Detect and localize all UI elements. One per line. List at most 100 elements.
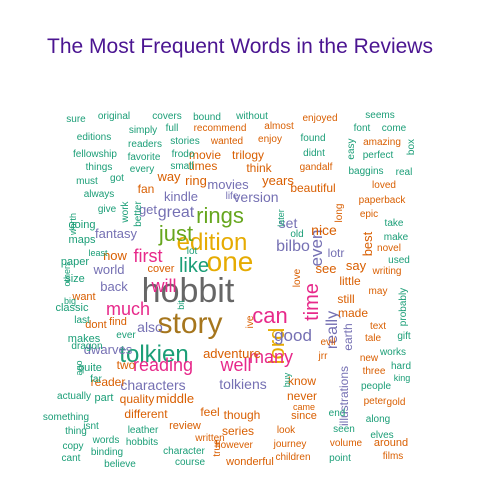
word-hobbits: hobbits [126, 437, 158, 448]
word-point: point [329, 453, 351, 464]
word-tolkiens: tolkiens [219, 376, 266, 392]
word-worth: worth [68, 213, 78, 236]
word-world: world [92, 262, 124, 277]
word-epic: epic [360, 209, 378, 220]
word-amazing: amazing [363, 137, 401, 148]
word-real: real [396, 167, 413, 178]
word-bilbo: bilbo [276, 238, 310, 255]
word-people: people [361, 381, 391, 392]
word-edition: edition [177, 229, 248, 256]
word-others: others [62, 261, 72, 287]
word-editions: editions [77, 132, 111, 143]
word-adventure: adventure [203, 346, 261, 361]
word-simply: simply [129, 125, 157, 136]
word-find: find [109, 316, 127, 328]
word-dwarves: dwarves [84, 342, 133, 357]
word-buy: buy [282, 372, 292, 387]
word-great: great [158, 204, 195, 221]
word-text: text [370, 321, 386, 332]
word-seen: seen [333, 424, 355, 435]
word-isnt: isnt [83, 421, 99, 432]
word-give: give [98, 204, 117, 215]
chart-title: The Most Frequent Words in the Reviews [47, 35, 433, 58]
word-fan: fan [138, 182, 155, 196]
word-along: along [366, 414, 390, 425]
word-many: many [249, 347, 293, 367]
word-way: way [156, 169, 181, 184]
word-stories: stories [170, 136, 199, 147]
word-fellowship: fellowship [73, 149, 117, 160]
word-much: much [106, 299, 150, 319]
word-going: going [69, 219, 96, 231]
word-novel: novel [377, 243, 401, 254]
word-movies: movies [207, 177, 249, 192]
word-classic: classic [55, 302, 89, 314]
word-quite: quite [78, 362, 102, 374]
word-didnt: didnt [303, 148, 325, 159]
word-tolkien: tolkien [119, 341, 188, 368]
word-probably: probably [398, 288, 409, 326]
word-work: work [120, 200, 131, 223]
word-never: never [287, 389, 317, 403]
word-know: know [288, 374, 316, 388]
word-middle: middle [156, 391, 194, 406]
word-later: later [276, 209, 286, 227]
word-gandalf: gandalf [300, 162, 333, 173]
word-say: say [346, 258, 367, 273]
word-small: small [170, 161, 193, 172]
word-come: come [382, 123, 407, 134]
word-back: back [100, 279, 128, 294]
word-far: far [90, 374, 102, 385]
word-elves: elves [370, 430, 393, 441]
word-quality: quality [120, 392, 155, 406]
word-series: series [222, 424, 254, 438]
word-always: always [84, 189, 115, 200]
word-children: children [275, 452, 310, 463]
word-beautiful: beautiful [290, 181, 335, 195]
word-true: true [212, 439, 223, 457]
word-rings: rings [196, 203, 244, 228]
word-first: first [134, 246, 163, 266]
word-actually: actually [57, 391, 91, 402]
word-little: little [339, 274, 361, 288]
word-covers: covers [152, 111, 181, 122]
word-still: still [337, 292, 354, 306]
word-review: review [169, 420, 201, 432]
word-works: works [379, 347, 406, 358]
word-feel: feel [200, 405, 219, 419]
word-recommend: recommend [194, 123, 247, 134]
word-kindle: kindle [164, 189, 198, 204]
word-end: end [329, 408, 346, 419]
word-now: now [103, 248, 127, 263]
word-king: king [394, 373, 411, 383]
word-three: three [363, 366, 386, 377]
word-trilogy: trilogy [232, 148, 264, 162]
word-ive: ive [245, 315, 256, 328]
word-part: part [95, 392, 114, 404]
word-may: may [369, 286, 388, 297]
word-well: well [219, 355, 251, 375]
word-better: better [133, 201, 144, 227]
word-films: films [383, 451, 404, 462]
word-life: life [226, 191, 239, 202]
word-look: look [277, 425, 296, 436]
word-makes: makes [68, 333, 101, 345]
word-cant: cant [62, 453, 81, 464]
word-journey: journey [273, 439, 307, 450]
word-something: something [43, 412, 89, 423]
word-different: different [124, 407, 168, 421]
word-dont: dont [85, 319, 106, 331]
word-however: however [215, 440, 253, 451]
word-get: get [139, 202, 157, 217]
word-enjoyed: enjoyed [302, 113, 337, 124]
word-also: also [137, 319, 163, 335]
word-hard: hard [391, 361, 411, 372]
word-best: best [360, 231, 375, 256]
word-ring: ring [185, 173, 207, 188]
word-take: take [385, 218, 404, 229]
word-ever: ever [116, 330, 136, 341]
word-can: can [252, 303, 287, 328]
word-reading: reading [133, 355, 193, 375]
word-fantasy: fantasy [95, 226, 137, 241]
